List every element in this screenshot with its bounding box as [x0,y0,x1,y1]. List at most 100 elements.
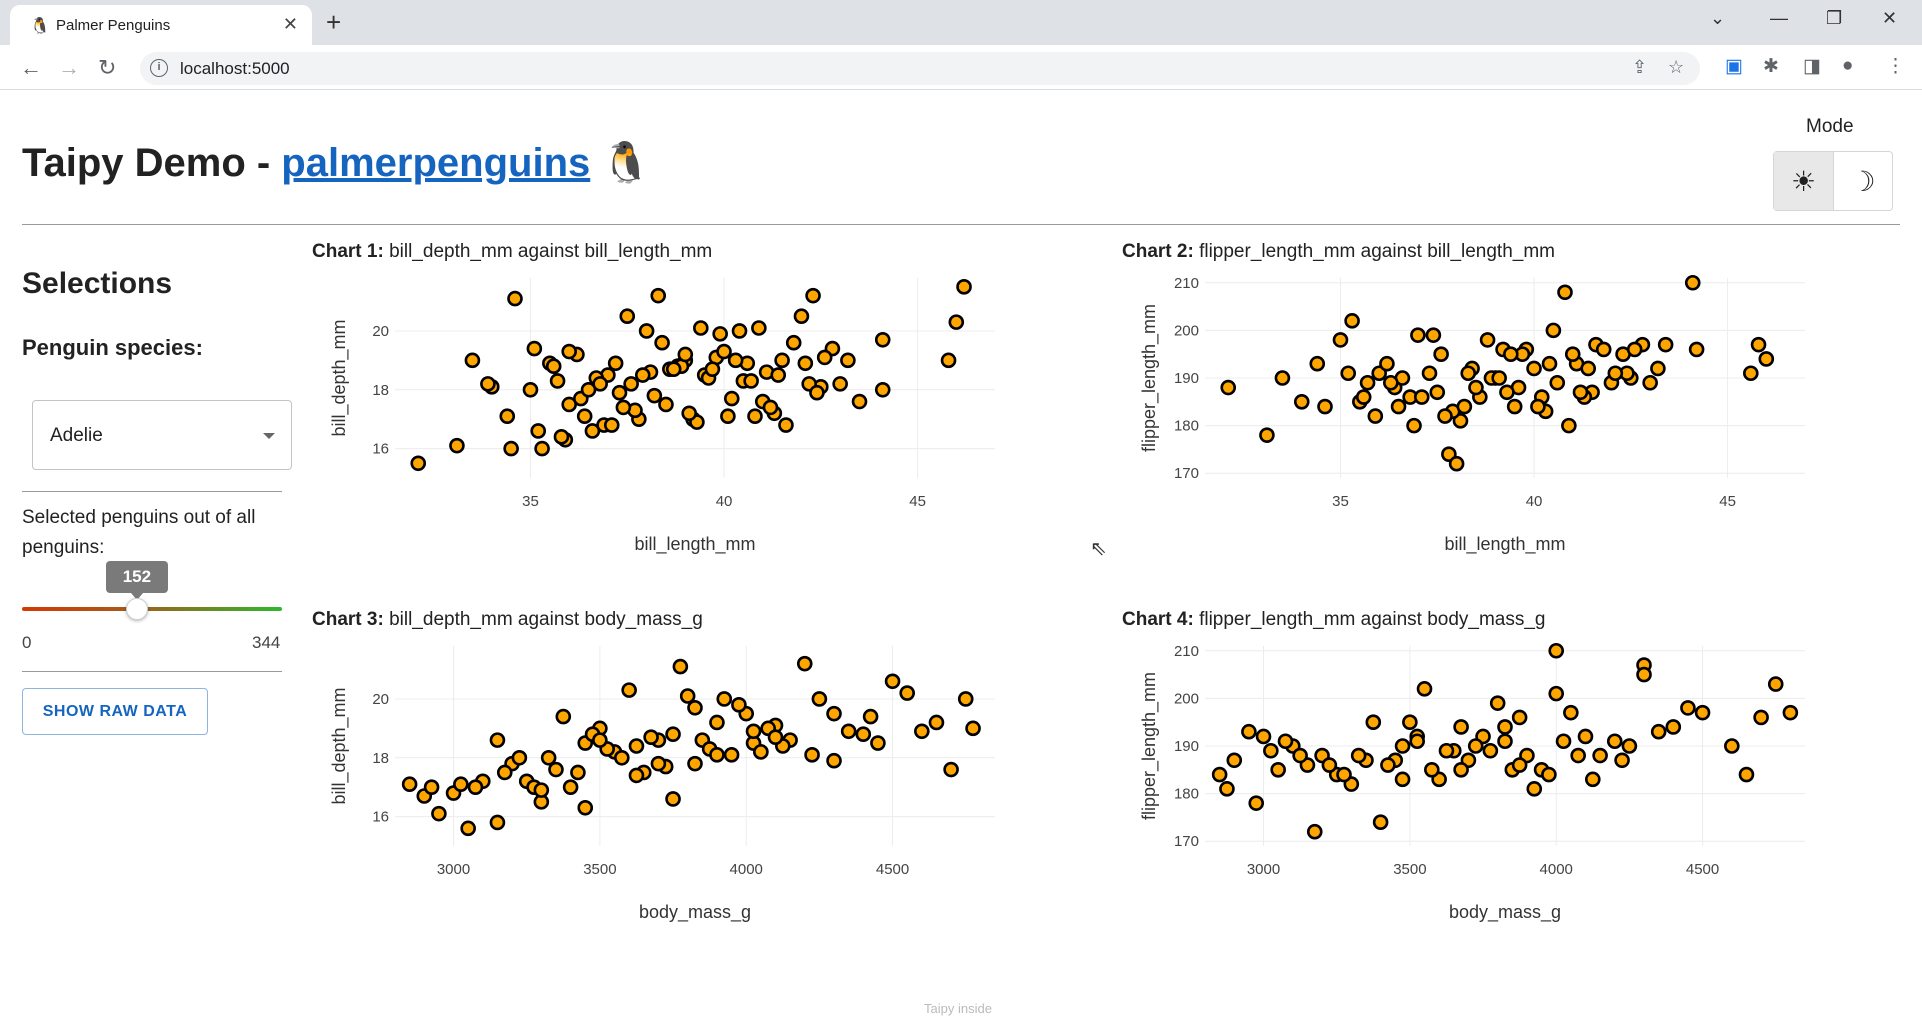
window-close-icon[interactable]: ✕ [1882,8,1898,28]
data-point[interactable] [1557,284,1573,301]
data-point[interactable] [489,814,506,831]
data-point[interactable] [874,381,891,398]
data-point[interactable] [1580,360,1597,377]
url-field[interactable]: i localhost:5000 ⇪ ☆ [140,52,1700,85]
data-point[interactable] [1549,374,1566,391]
data-point[interactable] [770,367,787,383]
data-point[interactable] [1592,747,1608,764]
data-point[interactable] [549,373,566,389]
data-point[interactable] [1394,771,1411,788]
data-point[interactable] [1277,733,1294,750]
data-point[interactable] [1438,742,1455,759]
data-point[interactable] [611,384,628,401]
data-point[interactable] [1607,365,1624,382]
data-point[interactable] [1724,738,1740,754]
data-point[interactable] [1379,355,1395,372]
data-point[interactable] [1657,336,1674,353]
data-point[interactable] [753,744,769,760]
data-point[interactable] [1453,762,1469,778]
data-point[interactable] [727,352,744,369]
data-point[interactable] [1460,365,1477,382]
dark-mode-button[interactable]: ☽ [1832,152,1892,210]
data-point[interactable] [731,697,747,713]
profile-icon[interactable]: ● [1842,55,1854,76]
data-point[interactable] [762,399,779,416]
data-point[interactable] [870,735,886,751]
data-point[interactable] [553,429,570,445]
data-point[interactable] [533,782,550,798]
data-point[interactable] [607,355,624,372]
back-icon[interactable]: ← [20,55,42,80]
data-point[interactable] [628,738,645,754]
data-point[interactable] [499,408,516,425]
data-point[interactable] [592,376,608,392]
data-point[interactable] [899,685,915,701]
data-point[interactable] [716,691,733,707]
data-point[interactable] [1359,374,1376,391]
side-panel-icon[interactable]: ◨ [1803,56,1821,77]
data-point[interactable] [851,393,868,410]
light-mode-button[interactable]: ☀ [1774,152,1833,210]
data-point[interactable] [1489,695,1506,711]
data-point[interactable] [965,720,981,737]
data-point[interactable] [507,290,523,307]
data-point[interactable] [862,708,879,725]
data-point[interactable] [767,729,784,745]
data-point[interactable] [693,320,709,336]
data-point[interactable] [1226,752,1243,769]
data-point[interactable] [940,352,957,369]
data-point[interactable] [1421,365,1438,382]
data-point[interactable] [811,691,828,707]
chart-2-plot[interactable]: 170 180 190 200 210 35 40 45 bill_length_mm flipp… [1110,266,1810,586]
data-point[interactable] [1340,365,1357,382]
data-point[interactable] [1555,733,1572,750]
data-point[interactable] [1406,417,1422,434]
star-icon[interactable]: ☆ [1668,57,1685,77]
data-point[interactable] [1306,823,1323,840]
data-point[interactable] [1479,332,1496,348]
data-point[interactable] [874,331,891,348]
data-point[interactable] [1453,719,1469,735]
data-point[interactable] [1456,398,1473,415]
data-point[interactable] [751,320,767,336]
data-point[interactable] [555,708,572,725]
data-point[interactable] [1274,370,1291,386]
data-point[interactable] [1468,379,1484,396]
data-point[interactable] [687,755,703,772]
data-point[interactable] [480,376,496,392]
data-point[interactable] [956,279,972,295]
data-point[interactable] [1355,389,1372,405]
data-point[interactable] [1259,427,1275,443]
data-point[interactable] [1526,360,1542,377]
chart-3-plot[interactable]: 16 18 20 3000 3500 4000 4500 body_mass_g bill_de… [300,634,1000,954]
data-point[interactable] [672,658,689,675]
data-point[interactable] [628,767,645,784]
data-point[interactable] [665,361,682,377]
data-point[interactable] [453,776,469,793]
data-point[interactable] [650,755,667,772]
data-point[interactable] [1572,384,1589,401]
data-point[interactable] [1665,719,1682,735]
data-point[interactable] [1424,762,1440,778]
data-point[interactable] [643,729,659,745]
data-point[interactable] [1497,733,1513,750]
data-point[interactable] [548,761,564,778]
data-point[interactable] [1383,374,1399,391]
data-point[interactable] [511,749,528,766]
data-point[interactable] [577,799,594,816]
data-point[interactable] [1606,733,1623,750]
data-point[interactable] [464,352,481,369]
data-point[interactable] [1491,370,1507,386]
show-raw-data-button[interactable]: SHOW RAW DATA [22,688,208,735]
data-point[interactable] [704,361,721,377]
data-point[interactable] [1255,728,1272,745]
forward-icon[interactable]: → [58,55,80,80]
restore-icon[interactable]: ❐ [1826,8,1843,28]
data-point[interactable] [1738,766,1755,783]
data-point[interactable] [1511,757,1528,773]
data-point[interactable] [496,764,513,781]
data-point[interactable] [1293,394,1310,410]
data-point[interactable] [423,779,440,795]
data-point[interactable] [621,682,637,698]
data-point[interactable] [884,673,901,690]
